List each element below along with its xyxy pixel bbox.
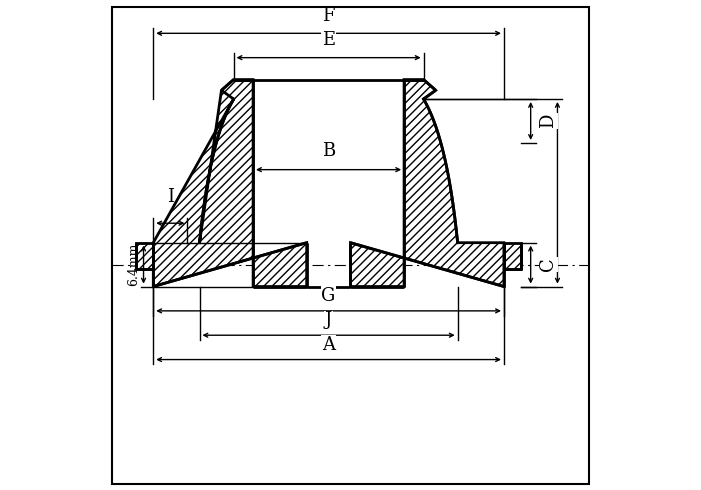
Text: E: E xyxy=(322,31,335,49)
Text: J: J xyxy=(325,311,332,329)
Text: C: C xyxy=(540,258,557,271)
Polygon shape xyxy=(136,243,154,270)
Text: A: A xyxy=(322,336,335,354)
Text: I: I xyxy=(167,188,174,206)
Text: G: G xyxy=(322,287,336,305)
Text: 6.4mm: 6.4mm xyxy=(128,243,140,286)
Text: F: F xyxy=(322,6,335,25)
Text: B: B xyxy=(322,142,335,160)
Polygon shape xyxy=(350,79,504,287)
Polygon shape xyxy=(154,79,306,287)
Polygon shape xyxy=(504,243,521,270)
Text: D: D xyxy=(540,114,557,128)
